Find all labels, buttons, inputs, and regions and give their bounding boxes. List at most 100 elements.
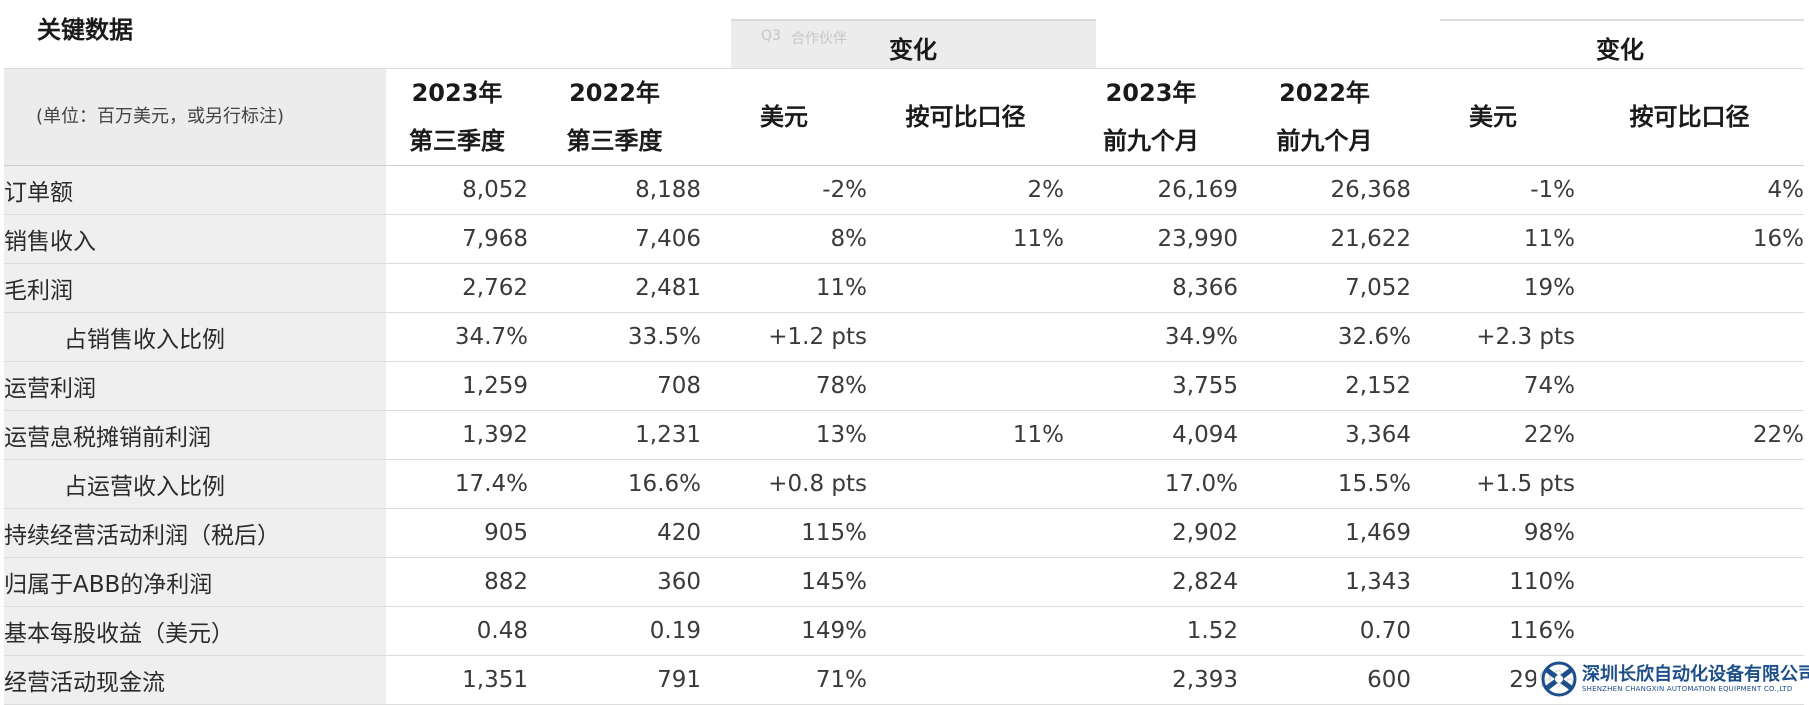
table-cell: 0.19 (528, 606, 701, 656)
table-cell: 0.48 (386, 606, 528, 656)
unit-note: (单位：百万美元，或另行标注) (4, 68, 386, 166)
table-cell: 8,366 (1064, 263, 1238, 313)
table-cell: 1,469 (1238, 508, 1411, 558)
table-cell: 8,052 (386, 165, 528, 215)
table-cell (1575, 312, 1804, 362)
table-cell: 115% (701, 508, 867, 558)
table-cell: 23,990 (1064, 214, 1238, 264)
change-group-line (1440, 19, 1804, 21)
table-cell: 2% (867, 165, 1064, 215)
table-cell: 110% (1411, 557, 1575, 607)
table-cell: 2,152 (1238, 361, 1411, 411)
table-cell: 15.5% (1238, 459, 1411, 509)
table-cell: 98% (1411, 508, 1575, 558)
table-cell: 22% (1575, 410, 1804, 460)
table-cell: -1% (1411, 165, 1575, 215)
table-cell: 4% (1575, 165, 1804, 215)
change-group-label-nine-months: 变化 (1596, 36, 1644, 64)
table-cell: 11% (867, 214, 1064, 264)
table-cell: 2,481 (528, 263, 701, 313)
table-row: 基本每股收益（美元） 0.48 0.19 149% 1.52 0.70 116% (4, 606, 1804, 656)
table-cell: 34.9% (1064, 312, 1238, 362)
col-header-year: 2023年 (1105, 79, 1197, 107)
table-cell (1575, 557, 1804, 607)
table-cell: 882 (386, 557, 528, 607)
col-header-9m-2022: 2022年 前九个月 (1238, 68, 1411, 166)
row-label: 持续经营活动利润（税后） (4, 508, 386, 558)
table-cell: 11% (867, 410, 1064, 460)
watermark-company-name: 深圳长欣自动化设备有限公司 (1582, 664, 1809, 685)
table-cell: 905 (386, 508, 528, 558)
table-cell: 8,188 (528, 165, 701, 215)
row-label: 占销售收入比例 (4, 312, 386, 362)
table-cell: 78% (701, 361, 867, 411)
table-row: 持续经营活动利润（税后） 905 420 115% 2,902 1,469 98% (4, 508, 1804, 558)
col-header-9m-2023: 2023年 前九个月 (1064, 68, 1238, 166)
table-cell (1575, 263, 1804, 313)
table-cell: 16% (1575, 214, 1804, 264)
table-cell (867, 312, 1064, 362)
table-cell: -2% (701, 165, 867, 215)
table-body: 订单额 8,052 8,188 -2% 2% 26,169 26,368 -1% 4% 销售收入 7… (4, 165, 1804, 705)
table-cell: 1.52 (1064, 606, 1238, 656)
table-cell: 1,351 (386, 655, 528, 705)
table-cell: 2,902 (1064, 508, 1238, 558)
table-cell: 1,392 (386, 410, 528, 460)
table-cell: 1,259 (386, 361, 528, 411)
table-cell (867, 263, 1064, 313)
table-cell: 33.5% (528, 312, 701, 362)
col-header-period: 前九个月 (1103, 127, 1199, 155)
col-header-year: 2022年 (1279, 79, 1370, 107)
table-cell: 1,343 (1238, 557, 1411, 607)
table-cell: 34.7% (386, 312, 528, 362)
table-row: 毛利润 2,762 2,481 11% 8,366 7,052 19% (4, 263, 1804, 313)
table-header-row: (单位：百万美元，或另行标注) 2023年 第三季度 2022年 第三季度 美元… (4, 68, 1804, 166)
col-header-period: 第三季度 (409, 127, 505, 155)
row-label: 经营活动现金流 (4, 655, 386, 705)
table-cell: 7,052 (1238, 263, 1411, 313)
table-cell: 21,622 (1238, 214, 1411, 264)
table-cell: 4,094 (1064, 410, 1238, 460)
table-cell: 17.4% (386, 459, 528, 509)
table-cell: 11% (701, 263, 867, 313)
table-cell: 0.70 (1238, 606, 1411, 656)
row-label: 销售收入 (4, 214, 386, 264)
col-header-year: 2022年 (569, 79, 660, 107)
table-cell: 3,755 (1064, 361, 1238, 411)
table-cell (867, 459, 1064, 509)
row-label: 归属于ABB的净利润 (4, 557, 386, 607)
table-cell: +1.5 pts (1411, 459, 1575, 509)
table-row: 运营利润 1,259 708 78% 3,755 2,152 74% (4, 361, 1804, 411)
col-header-q-usd: 美元 (701, 68, 867, 166)
table-cell (1575, 459, 1804, 509)
col-header-q-comparable: 按可比口径 (867, 68, 1064, 166)
table-cell: 149% (701, 606, 867, 656)
row-label: 基本每股收益（美元） (4, 606, 386, 656)
faint-text: 合作伙伴 (791, 31, 847, 47)
table-cell: 3,364 (1238, 410, 1411, 460)
row-label: 运营利润 (4, 361, 386, 411)
col-header-9m-comparable: 按可比口径 (1575, 68, 1804, 166)
table-cell: 26,169 (1064, 165, 1238, 215)
company-watermark: 深圳长欣自动化设备有限公司 SHENZHEN CHANGXIN AUTOMATI… (1536, 658, 1809, 700)
table-cell: 19% (1411, 263, 1575, 313)
table-cell: 420 (528, 508, 701, 558)
col-header-9m-usd: 美元 (1411, 68, 1575, 166)
table-cell: 600 (1238, 655, 1411, 705)
table-cell: 360 (528, 557, 701, 607)
table-row: 占运营收入比例 17.4% 16.6% +0.8 pts 17.0% 15.5% +1.5 … (4, 459, 1804, 509)
table-cell: 2,762 (386, 263, 528, 313)
table-cell: 1,231 (528, 410, 701, 460)
table-cell: +1.2 pts (701, 312, 867, 362)
row-label: 运营息税摊销前利润 (4, 410, 386, 460)
table-cell: 22% (1411, 410, 1575, 460)
table-cell: 16.6% (528, 459, 701, 509)
table-cell: 7,406 (528, 214, 701, 264)
table-cell: 791 (528, 655, 701, 705)
table-row: 归属于ABB的净利润 882 360 145% 2,824 1,343 110% (4, 557, 1804, 607)
table-cell: 2,824 (1064, 557, 1238, 607)
table-cell: +2.3 pts (1411, 312, 1575, 362)
table-cell: 7,968 (386, 214, 528, 264)
table-cell (1575, 606, 1804, 656)
